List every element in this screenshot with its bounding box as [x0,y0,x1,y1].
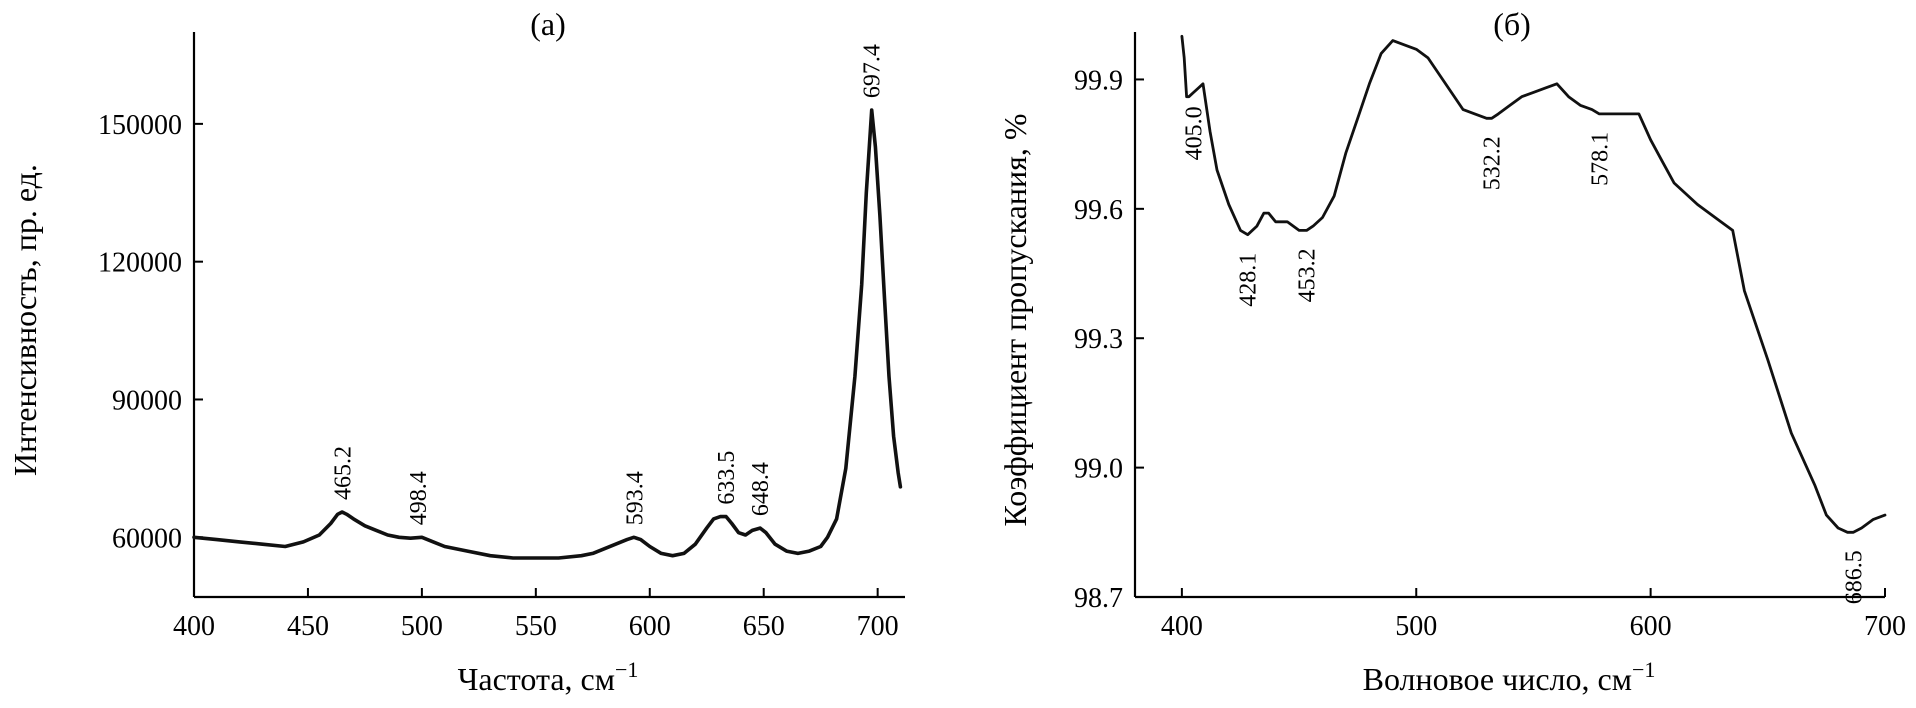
panel-b-y-axis-label: Коэффициент пропускания, % [997,114,1033,527]
panel-b-y-tick-label: 98.7 [1074,583,1123,614]
panel-a-x-tick-label: 450 [287,611,329,642]
panel-a-peak-label: 593.4 [623,471,649,525]
panel-b-peak-label: 453.2 [1295,248,1321,302]
panel-b-series-line [1180,34,1887,534]
panel-a-x-tick-label: 550 [515,611,557,642]
panel-b-x-tick-label: 400 [1161,611,1203,642]
panel-a-peak-label: 633.5 [714,451,740,505]
panel-a-peak-label: 498.4 [406,471,432,525]
panel-a-y-tick-label: 60000 [112,523,182,554]
panel-a-y-axis-label: Интенсивность, пр. ед. [7,164,43,476]
panel-a-x-tick-label: 400 [173,611,215,642]
panel-a-y-tick-label: 120000 [98,248,182,279]
panel-a-peak-label: 648.4 [748,462,774,516]
panel-b-y-tick-label: 99.6 [1074,195,1123,226]
panel-a-x-tick-label: 600 [629,611,671,642]
panel-b-ticks: 400 500 600 700 98.7 99.0 99.3 99.6 99.9 [1074,65,1906,642]
panel-b-peak-label: 532.2 [1480,136,1506,190]
panel-b-y-tick-label: 99.9 [1074,65,1123,96]
panel-b-x-axis-label: Волновое число, см−1 [1363,657,1656,697]
panel-b-peak-labels: 405.0 428.1 453.2 532.2 578.1 686.5 [1182,106,1868,604]
panel-a-raman-spectrum: (а) 400 450 500 550 600 650 700 60000 90000 12000… [7,6,905,697]
panel-b-x-tick-label: 600 [1630,611,1672,642]
panel-b-label: (б) [1493,6,1531,42]
panel-b-ir-spectrum: (б) 400 500 600 700 98.7 99.0 99.3 99.6 99.9 405… [997,6,1906,697]
panel-b-peak-label: 405.0 [1182,106,1208,160]
panel-a-y-tick-label: 150000 [98,110,182,141]
panel-a-x-tick-label: 650 [743,611,785,642]
panel-a-peak-labels: 465.2 498.4 593.4 633.5 648.4 697.4 [331,44,886,525]
panel-a-peak-label: 465.2 [331,446,357,500]
panel-b-x-tick-label: 500 [1395,611,1437,642]
panel-a-series-line [192,108,903,560]
panel-a-x-tick-label: 700 [857,611,899,642]
panel-a-y-tick-label: 90000 [112,385,182,416]
panel-b-peak-label: 578.1 [1587,132,1613,186]
panel-b-peak-label: 428.1 [1236,253,1262,307]
panel-b-y-tick-label: 99.0 [1074,454,1123,485]
panel-b-x-tick-label: 700 [1864,611,1906,642]
panel-b-peak-label: 686.5 [1841,550,1867,604]
panel-a-label: (а) [530,6,566,42]
panel-a-ticks: 400 450 500 550 600 650 700 60000 90000 120000 150… [98,110,899,642]
panel-a-peak-label: 697.4 [860,44,886,98]
panel-b-y-tick-label: 99.3 [1074,324,1123,355]
panel-a-x-axis-label: Частота, см−1 [458,657,639,697]
panel-a-x-tick-label: 500 [401,611,443,642]
